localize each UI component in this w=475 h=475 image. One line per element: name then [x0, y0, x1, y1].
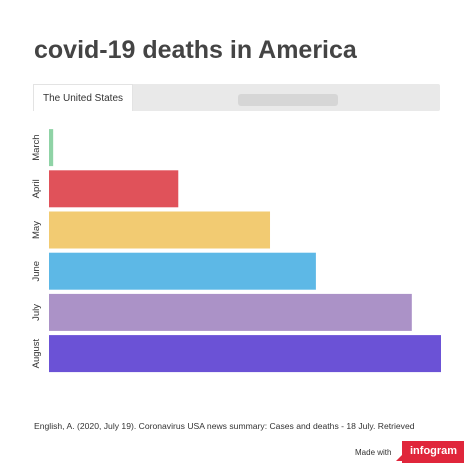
category-label-june: June — [31, 261, 42, 282]
chart-title: covid-19 deaths in America — [34, 36, 357, 64]
category-label-may: May — [31, 221, 42, 239]
category-label-march: March — [31, 134, 42, 160]
bar-march[interactable] — [49, 129, 54, 167]
bar-may[interactable] — [49, 211, 271, 249]
bar-august[interactable] — [49, 335, 441, 373]
bar-chart: MarchAprilMayJuneJulyAugust2000040000600… — [31, 129, 441, 373]
bar-june[interactable] — [49, 252, 316, 290]
category-label-august: August — [31, 338, 42, 368]
source-citation: English, A. (2020, July 19). Coronavirus… — [34, 421, 415, 431]
infogram-logo-text: infogram — [410, 445, 458, 457]
tab-bar: The United States — [33, 84, 440, 111]
made-with-label: Made with — [355, 448, 392, 457]
tab-the-united-states[interactable]: The United States — [33, 84, 133, 111]
bar-april[interactable] — [49, 170, 179, 208]
logo-notch-shape — [396, 455, 402, 461]
category-label-april: April — [31, 179, 42, 198]
category-label-july: July — [31, 304, 42, 321]
tab-placeholder[interactable] — [238, 94, 338, 106]
infogram-logo[interactable]: infogram — [396, 441, 464, 463]
bar-july[interactable] — [49, 293, 412, 331]
